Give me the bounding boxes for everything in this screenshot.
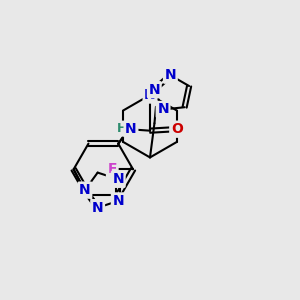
Text: N: N bbox=[125, 122, 137, 136]
Text: H: H bbox=[117, 122, 127, 135]
Text: N: N bbox=[92, 201, 103, 215]
Text: F: F bbox=[107, 162, 117, 176]
Text: N: N bbox=[148, 83, 160, 97]
Text: N: N bbox=[157, 103, 169, 116]
Text: N: N bbox=[79, 183, 91, 197]
Text: N: N bbox=[112, 194, 124, 208]
Text: N: N bbox=[112, 172, 124, 186]
Text: O: O bbox=[171, 122, 183, 136]
Text: N: N bbox=[165, 68, 176, 82]
Text: N: N bbox=[144, 88, 156, 102]
